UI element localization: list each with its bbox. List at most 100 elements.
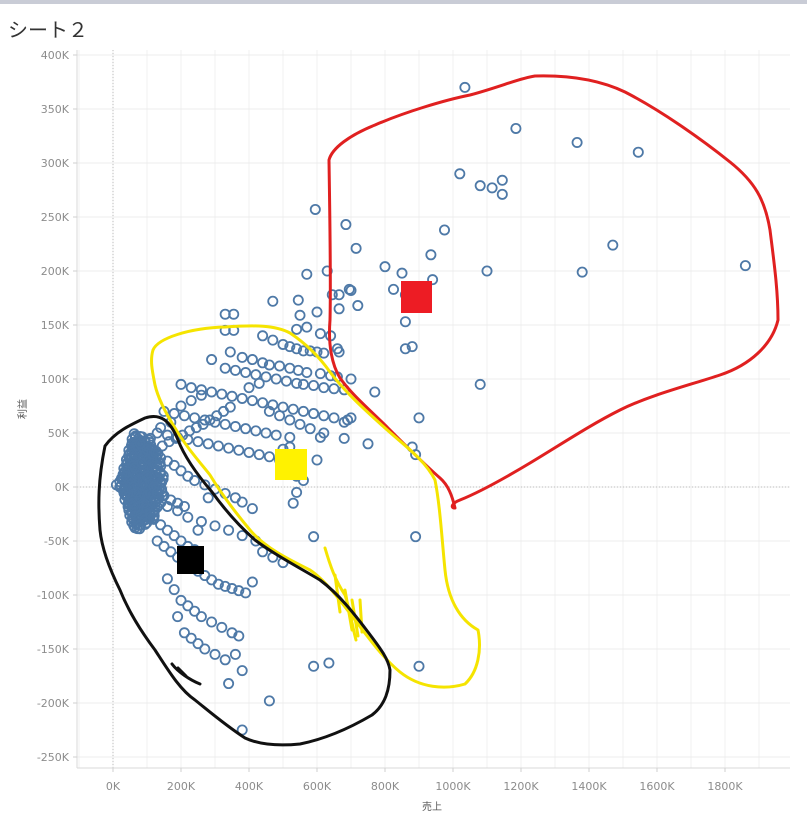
data-point bbox=[369, 386, 381, 398]
data-point bbox=[195, 384, 207, 396]
data-point bbox=[474, 378, 486, 390]
data-point bbox=[189, 412, 201, 424]
data-point bbox=[144, 432, 156, 444]
data-point bbox=[308, 379, 320, 391]
yellow-annotation-loop bbox=[150, 324, 481, 689]
data-point bbox=[387, 283, 399, 295]
data-point bbox=[236, 665, 248, 677]
data-point bbox=[192, 436, 204, 448]
data-point bbox=[195, 611, 207, 623]
data-point bbox=[314, 328, 326, 340]
data-point bbox=[350, 242, 362, 254]
data-point bbox=[345, 373, 357, 385]
data-point bbox=[192, 638, 204, 650]
data-point bbox=[185, 632, 197, 644]
data-point bbox=[263, 359, 275, 371]
data-point bbox=[141, 503, 153, 515]
data-point bbox=[175, 378, 187, 390]
data-point bbox=[318, 427, 330, 439]
top-border bbox=[0, 0, 807, 4]
x-tick-label: 1600K bbox=[639, 780, 675, 793]
data-point bbox=[134, 492, 146, 504]
data-point bbox=[297, 405, 309, 417]
black-annotation-tail bbox=[170, 662, 202, 686]
data-point bbox=[311, 306, 323, 318]
data-point bbox=[202, 438, 214, 450]
data-point bbox=[410, 449, 422, 461]
data-point bbox=[323, 657, 335, 669]
data-point bbox=[223, 678, 235, 690]
yellow-annotation-scribble bbox=[323, 546, 364, 642]
data-point bbox=[301, 268, 313, 280]
x-tick-label: 1400K bbox=[571, 780, 607, 793]
data-point bbox=[175, 400, 187, 412]
red-square-marker bbox=[401, 281, 432, 313]
data-point bbox=[274, 410, 286, 422]
data-point bbox=[233, 585, 245, 597]
data-point bbox=[413, 660, 425, 672]
data-point bbox=[301, 321, 313, 333]
data-point bbox=[172, 611, 184, 623]
data-point bbox=[229, 648, 241, 660]
data-point bbox=[263, 695, 275, 707]
data-point bbox=[131, 486, 143, 498]
data-point bbox=[165, 546, 177, 558]
data-point bbox=[168, 530, 180, 542]
data-point bbox=[138, 497, 150, 509]
data-point bbox=[284, 341, 296, 353]
y-tick-label: 150K bbox=[41, 319, 70, 332]
data-point bbox=[287, 497, 299, 509]
axis-titles: 売上 利益 bbox=[16, 399, 442, 813]
data-point bbox=[413, 412, 425, 424]
data-point bbox=[314, 368, 326, 380]
data-point bbox=[257, 357, 269, 369]
data-point bbox=[128, 428, 140, 440]
data-point bbox=[144, 508, 156, 520]
data-point bbox=[304, 423, 316, 435]
data-point bbox=[206, 386, 218, 398]
data-point bbox=[209, 416, 221, 428]
data-point bbox=[607, 239, 619, 251]
data-point bbox=[280, 375, 292, 387]
data-point bbox=[571, 136, 583, 148]
data-point bbox=[267, 334, 279, 346]
data-point bbox=[224, 346, 236, 358]
data-point bbox=[250, 425, 262, 437]
black-square-marker bbox=[177, 546, 204, 574]
data-point bbox=[309, 203, 321, 215]
y-tick-label: 0K bbox=[55, 481, 70, 494]
data-point bbox=[576, 266, 588, 278]
data-point bbox=[340, 219, 352, 231]
x-axis-title: 売上 bbox=[422, 800, 442, 813]
data-point bbox=[161, 573, 173, 585]
data-point bbox=[318, 382, 330, 394]
data-point bbox=[216, 388, 228, 400]
y-tick-label: -100K bbox=[37, 589, 70, 602]
data-point bbox=[253, 377, 265, 389]
data-point bbox=[209, 520, 221, 532]
y-tick-label: 50K bbox=[48, 427, 70, 440]
data-point bbox=[189, 605, 201, 617]
data-point bbox=[228, 308, 240, 320]
x-tick-label: 1800K bbox=[707, 780, 743, 793]
data-point bbox=[206, 354, 218, 366]
data-point bbox=[257, 397, 269, 409]
data-point bbox=[399, 316, 411, 328]
y-tick-label: -200K bbox=[37, 697, 70, 710]
data-point bbox=[246, 576, 258, 588]
data-point bbox=[291, 323, 303, 335]
data-point bbox=[199, 479, 211, 491]
data-point bbox=[143, 453, 155, 465]
data-point bbox=[148, 513, 160, 525]
data-point bbox=[318, 347, 330, 359]
data-points bbox=[110, 81, 751, 736]
data-point bbox=[481, 265, 493, 277]
data-point bbox=[292, 294, 304, 306]
data-point bbox=[161, 500, 173, 512]
data-point bbox=[229, 364, 241, 376]
data-point bbox=[260, 371, 272, 383]
data-point bbox=[178, 627, 190, 639]
data-point bbox=[240, 587, 252, 599]
data-point bbox=[236, 351, 248, 363]
